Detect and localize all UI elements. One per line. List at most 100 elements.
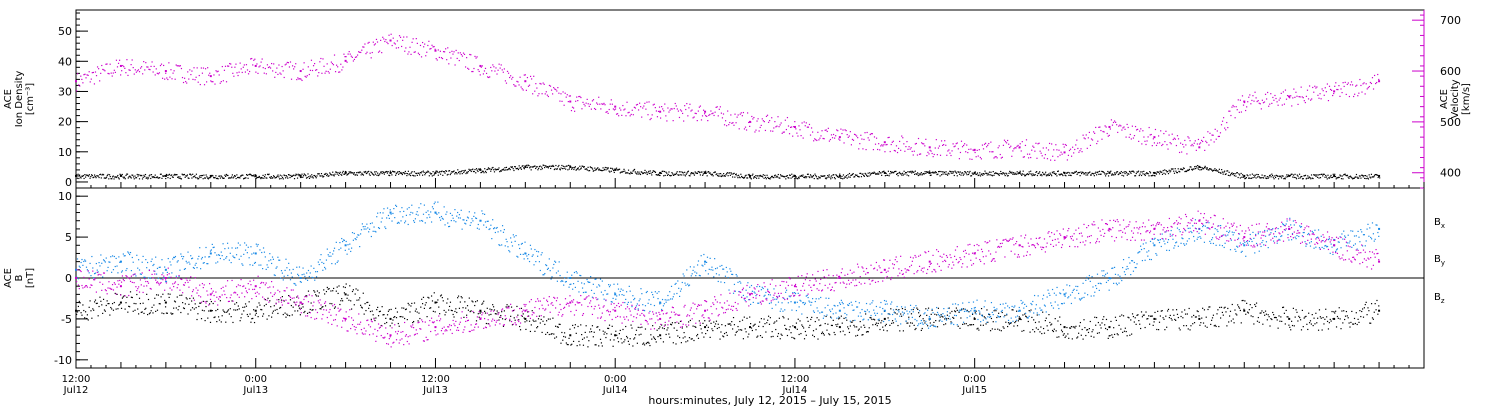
data-point: [658, 174, 660, 177]
data-point: [1327, 174, 1329, 176]
data-point: [898, 172, 900, 174]
data-point: [601, 345, 603, 347]
data-point: [395, 47, 397, 49]
data-point: [844, 176, 846, 178]
data-point: [577, 167, 579, 169]
data-point: [994, 328, 996, 330]
data-point: [876, 325, 878, 327]
data-point: [299, 173, 301, 176]
data-point: [1273, 99, 1275, 101]
data-point: [112, 309, 115, 311]
data-point: [1250, 315, 1252, 317]
data-point: [1052, 172, 1054, 174]
data-point: [1225, 173, 1227, 175]
data-point: [1122, 127, 1124, 129]
data-point: [831, 324, 833, 327]
data-point: [970, 148, 972, 150]
data-point: [1204, 165, 1206, 167]
data-point: [327, 175, 329, 177]
data-point: [1172, 138, 1174, 141]
data-point: [103, 309, 106, 311]
data-point: [1337, 176, 1340, 179]
data-point: [1154, 175, 1156, 177]
data-point: [287, 314, 289, 316]
data-point: [651, 174, 653, 176]
data-point: [575, 169, 577, 171]
data-point: [952, 316, 954, 319]
data-point: [1144, 326, 1146, 329]
data-point: [454, 64, 456, 66]
data-point: [604, 166, 606, 169]
data-point: [1259, 103, 1261, 105]
data-point: [864, 326, 866, 328]
data-point: [927, 307, 930, 309]
data-point: [296, 296, 298, 298]
data-point: [356, 54, 359, 56]
data-point: [539, 322, 541, 324]
data-point: [735, 122, 737, 124]
data-point: [1346, 83, 1348, 86]
data-point: [90, 78, 92, 80]
data-point: [954, 170, 956, 172]
data-point: [1233, 172, 1235, 175]
data-point: [735, 173, 737, 176]
data-point: [298, 266, 301, 268]
data-point: [196, 267, 198, 269]
data-point: [223, 69, 226, 71]
data-point: [457, 169, 459, 171]
data-point: [1057, 320, 1059, 322]
data-point: [826, 329, 828, 331]
data-point: [874, 319, 876, 321]
data-point: [961, 172, 963, 174]
data-point: [845, 130, 847, 132]
data-point: [540, 83, 542, 85]
data-point: [368, 173, 371, 175]
data-point: [609, 339, 612, 341]
data-point: [1098, 332, 1100, 334]
data-point: [301, 274, 303, 276]
data-point: [1101, 138, 1103, 140]
data-point: [1311, 98, 1313, 100]
data-point: [1173, 170, 1175, 172]
data-point: [262, 268, 264, 270]
data-point: [112, 72, 114, 74]
data-point: [274, 76, 276, 78]
data-point: [205, 174, 207, 176]
data-point: [658, 328, 660, 330]
data-point-anchor: [1333, 90, 1336, 93]
data-point: [198, 255, 200, 258]
data-point: [1084, 327, 1086, 329]
data-point: [227, 247, 230, 249]
data-point: [183, 174, 185, 176]
data-point: [213, 177, 215, 179]
data-point: [282, 70, 284, 72]
data-point: [387, 310, 390, 312]
data-point: [1007, 322, 1010, 324]
data-point: [674, 322, 676, 324]
data-point: [947, 317, 949, 320]
data-point: [1012, 172, 1015, 174]
data-point: [559, 323, 561, 326]
data-point: [490, 66, 492, 69]
data-point: [138, 297, 141, 299]
data-point: [1264, 310, 1267, 312]
data-point: [757, 335, 759, 337]
data-point-anchor: [164, 174, 167, 177]
data-point: [958, 173, 961, 175]
data-point: [747, 112, 749, 114]
data-point: [1027, 320, 1029, 323]
data-point: [776, 335, 779, 337]
data-point: [360, 51, 362, 54]
data-point: [302, 176, 304, 178]
data-point: [215, 175, 217, 177]
data-point: [767, 177, 770, 180]
data-point: [113, 301, 115, 304]
data-point: [258, 175, 260, 178]
data-point: [1190, 166, 1192, 168]
data-point: [723, 173, 725, 175]
data-point: [1271, 102, 1273, 104]
data-point: [1301, 96, 1303, 98]
data-point: [1069, 327, 1071, 329]
data-point: [619, 107, 621, 109]
data-point-anchor: [1153, 317, 1156, 320]
